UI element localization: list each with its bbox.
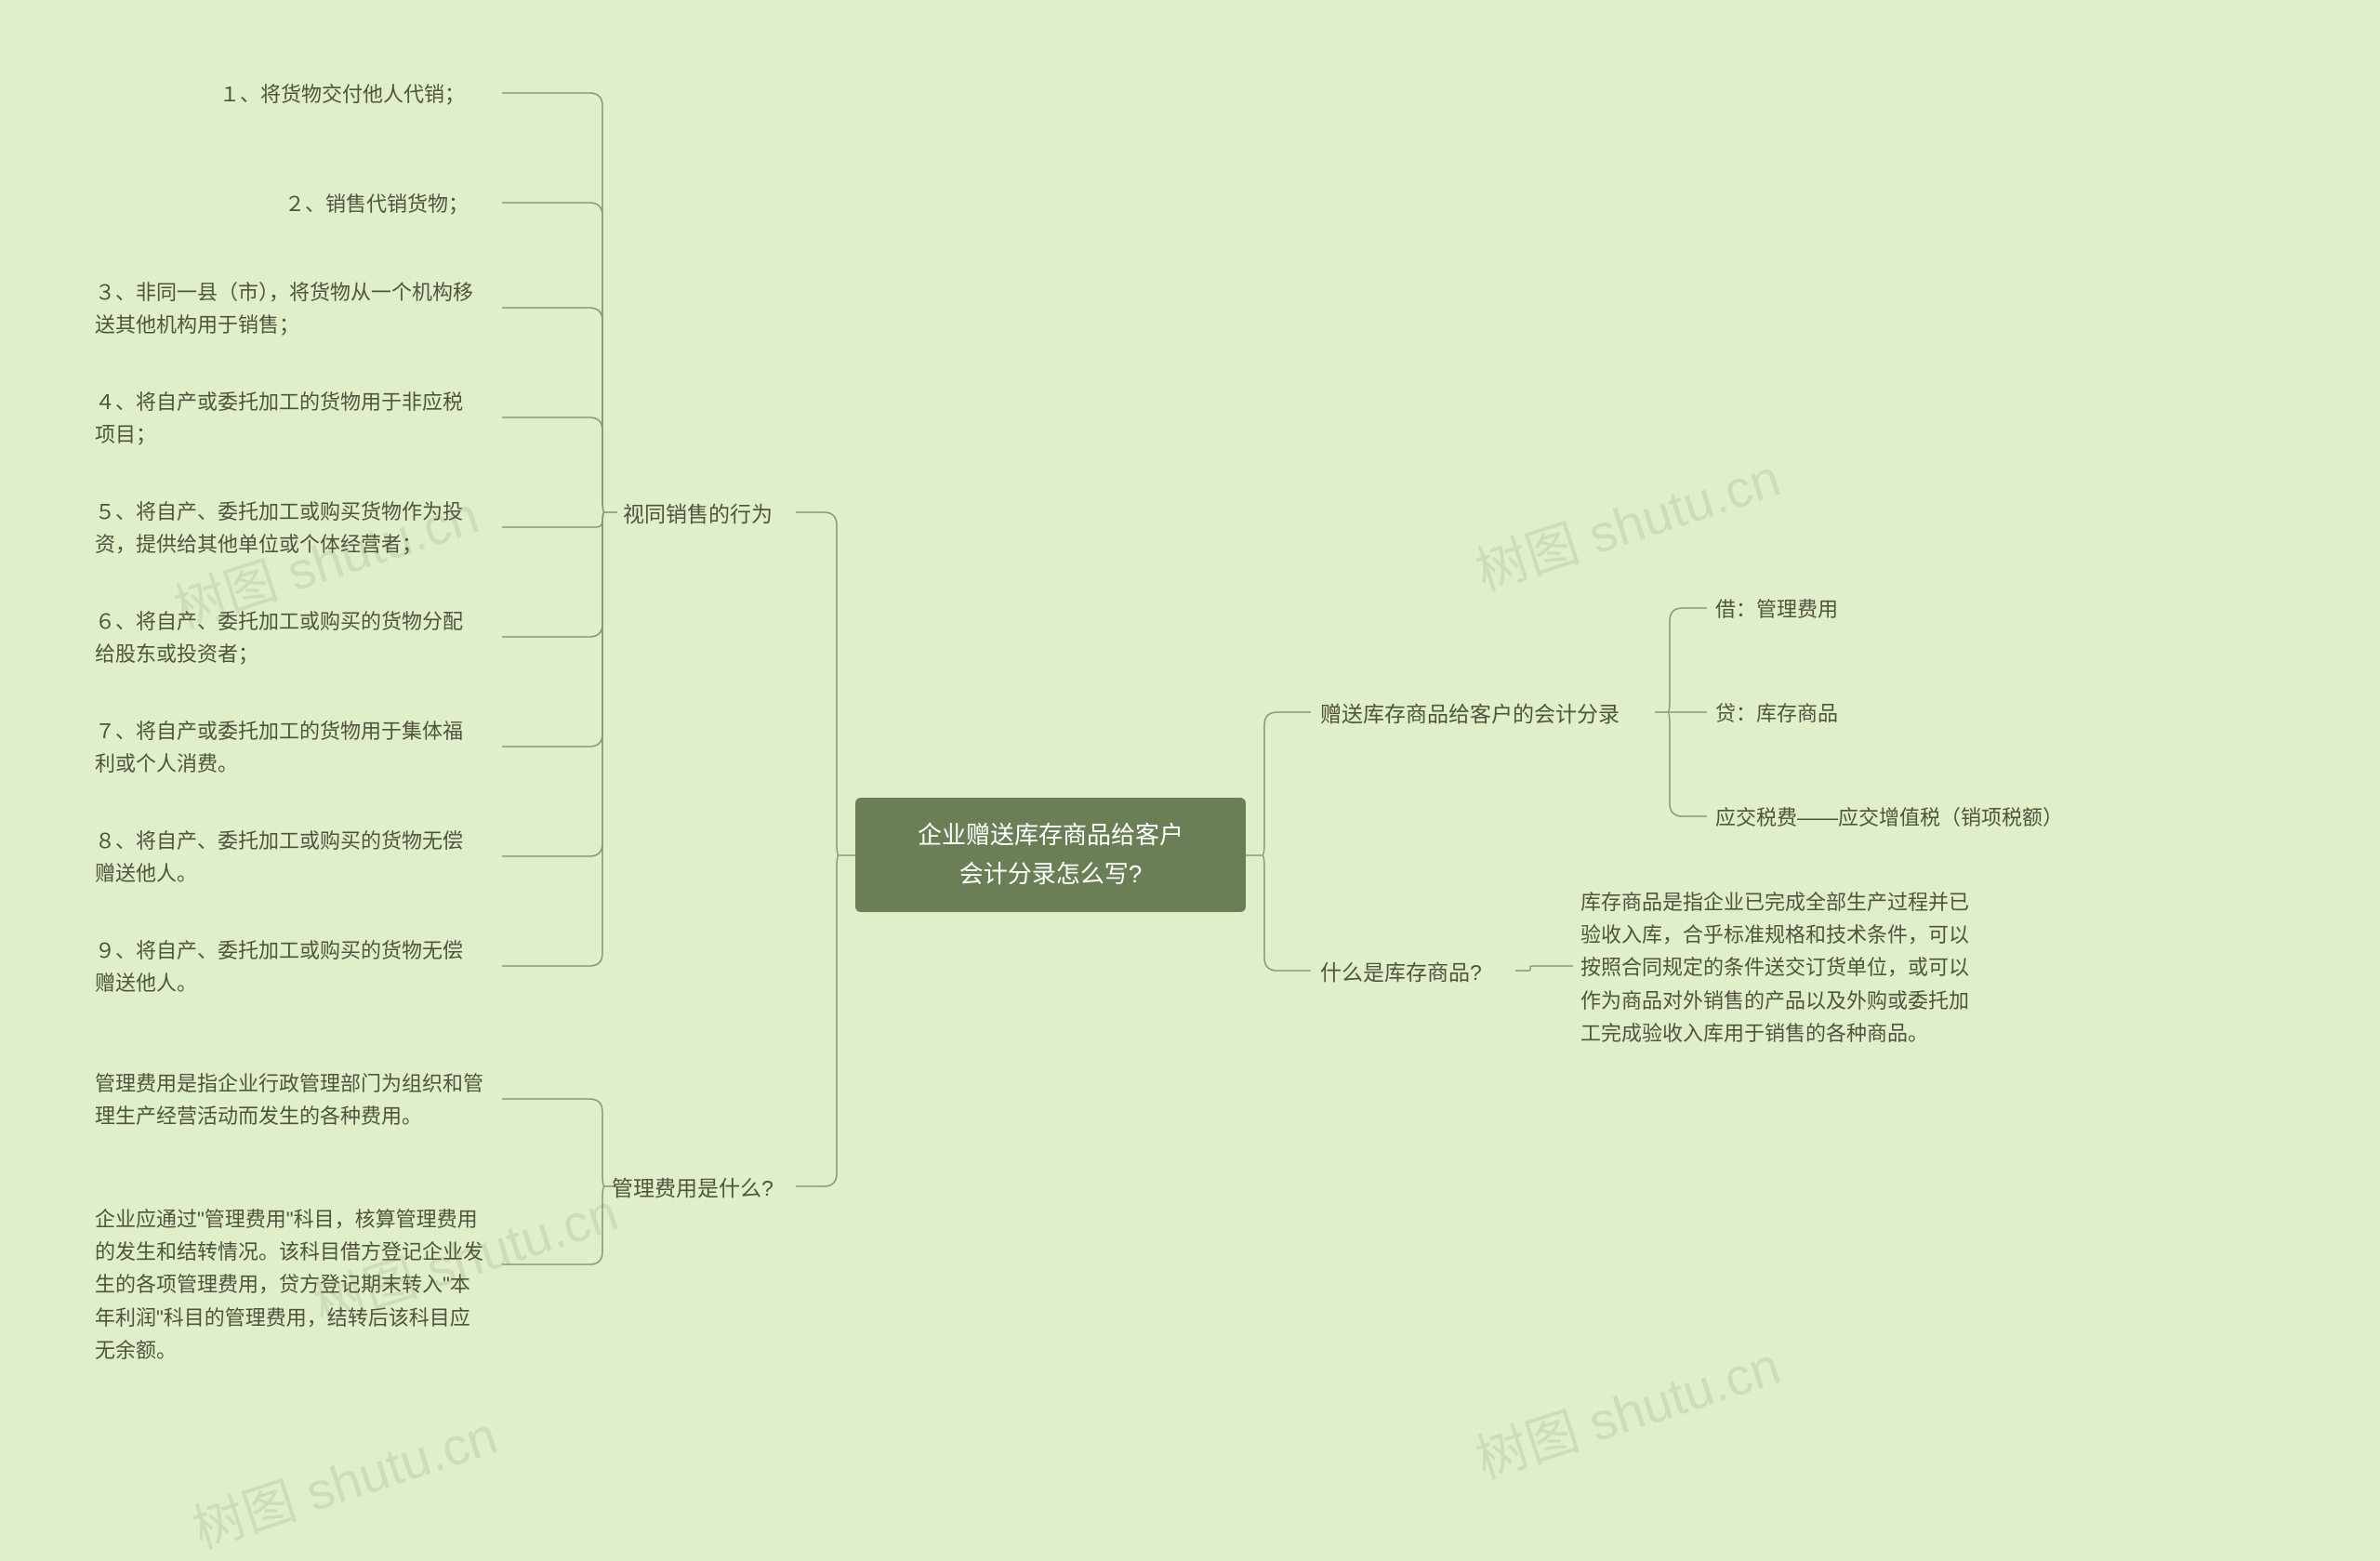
branch-label: 赠送库存商品给客户的会计分录 (1320, 697, 1620, 732)
leaf-node: 贷：库存商品 (1715, 697, 1838, 730)
leaf-node: 管理费用是指企业行政管理部门为组织和管理生产经营活动而发生的各种费用。 (95, 1067, 485, 1132)
watermark: 树图 shutu.cn (182, 1395, 506, 1561)
leaf-node: 库存商品是指企业已完成全部生产过程并已验收入库，合乎标准规格和技术条件，可以按照… (1580, 886, 1971, 1050)
leaf-node: ３、非同一县（市），将货物从一个机构移送其他机构用于销售； (95, 276, 476, 341)
leaf-node: ８、将自产、委托加工或购买的货物无偿赠送他人。 (95, 825, 476, 890)
leaf-node: １、将货物交付他人代销； (219, 78, 465, 111)
leaf-node: 应交税费——应交增值税（销项税额） (1715, 801, 2063, 834)
branch-label: 管理费用是什么? (612, 1171, 774, 1206)
leaf-node: ６、将自产、委托加工或购买的货物分配给股东或投资者； (95, 605, 476, 670)
leaf-node: 企业应通过"管理费用"科目，核算管理费用的发生和结转情况。该科目借方登记企业发生… (95, 1203, 485, 1367)
leaf-node: ７、将自产或委托加工的货物用于集体福利或个人消费。 (95, 715, 476, 780)
watermark: 树图 shutu.cn (1465, 437, 1789, 606)
branch-label: 视同销售的行为 (623, 497, 773, 532)
leaf-node: ９、将自产、委托加工或购买的货物无偿赠送他人。 (95, 934, 476, 999)
center-line1: 企业赠送库存商品给客户 (918, 821, 1183, 849)
leaf-node: 借：管理费用 (1715, 593, 1838, 626)
branch-label: 什么是库存商品? (1320, 956, 1482, 990)
leaf-node: ４、将自产或委托加工的货物用于非应税项目； (95, 386, 476, 451)
leaf-node: ５、将自产、委托加工或购买货物作为投资，提供给其他单位或个体经营者； (95, 496, 476, 561)
leaf-node: ２、销售代销货物； (284, 188, 469, 220)
watermark: 树图 shutu.cn (1465, 1325, 1789, 1494)
center-node: 企业赠送库存商品给客户会计分录怎么写? (855, 798, 1246, 912)
center-line2: 会计分录怎么写? (959, 860, 1142, 888)
